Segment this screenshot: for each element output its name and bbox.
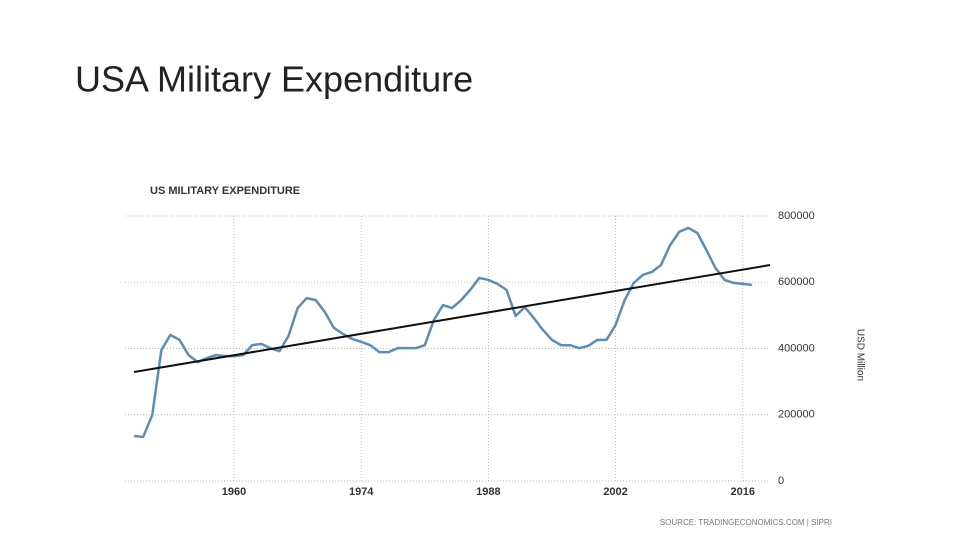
y-tick-label: 400000 <box>778 342 815 354</box>
data-line <box>133 226 752 439</box>
source-note: SOURCE: TRADINGECONOMICS.COM | SIPRI <box>660 518 832 527</box>
y-tick-label: 600000 <box>778 276 815 288</box>
y-tick-label: 200000 <box>778 409 815 421</box>
x-tick-label: 2002 <box>603 486 627 498</box>
y-axis-label: USD Million <box>854 329 865 381</box>
chart-title: US MILITARY EXPENDITURE <box>150 185 300 197</box>
x-tick-label: 1988 <box>476 486 500 498</box>
x-tick-label: 1960 <box>222 486 246 498</box>
y-tick-label: 800000 <box>778 210 815 222</box>
slide-title: USA Military Expenditure <box>75 59 473 100</box>
y-tick-label: 0 <box>778 475 784 487</box>
x-tick-label: 2016 <box>731 486 755 498</box>
x-tick-label: 1974 <box>349 486 374 498</box>
trend-line <box>133 264 771 374</box>
